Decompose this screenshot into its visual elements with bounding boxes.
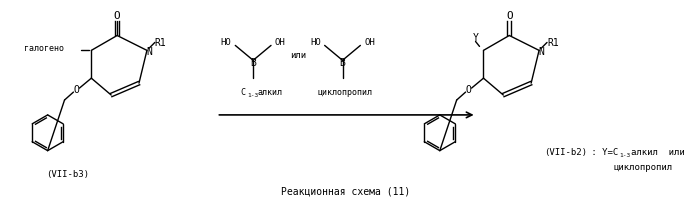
Text: C: C (240, 88, 245, 96)
Text: O: O (466, 85, 472, 95)
Text: O: O (114, 11, 121, 21)
Text: O: O (506, 11, 513, 21)
Text: галогено: галогено (24, 44, 63, 53)
Text: алкил: алкил (257, 88, 282, 96)
Text: или: или (290, 51, 306, 60)
Text: : Y=C: : Y=C (585, 148, 618, 157)
Text: (VII-b2): (VII-b2) (544, 148, 587, 157)
Text: Y: Y (473, 33, 478, 43)
Text: OH: OH (275, 38, 286, 47)
Text: циклопропил: циклопропил (318, 88, 373, 96)
Text: OH: OH (365, 38, 375, 47)
Text: B: B (339, 58, 346, 68)
Text: R1: R1 (547, 38, 559, 48)
Text: HO: HO (310, 38, 321, 47)
Text: 1-3: 1-3 (620, 153, 631, 158)
Text: N: N (146, 47, 152, 57)
Text: алкил  или: алкил или (631, 148, 685, 157)
Text: B: B (250, 58, 256, 68)
Text: 1-3: 1-3 (247, 93, 259, 98)
Text: (VII-b3): (VII-b3) (46, 170, 89, 179)
Text: N: N (538, 47, 544, 57)
Text: Реакционная схема (11): Реакционная схема (11) (281, 186, 410, 196)
Text: HO: HO (220, 38, 231, 47)
Text: R1: R1 (155, 38, 167, 48)
Text: циклопропил: циклопропил (613, 163, 673, 172)
Text: O: O (73, 85, 79, 95)
